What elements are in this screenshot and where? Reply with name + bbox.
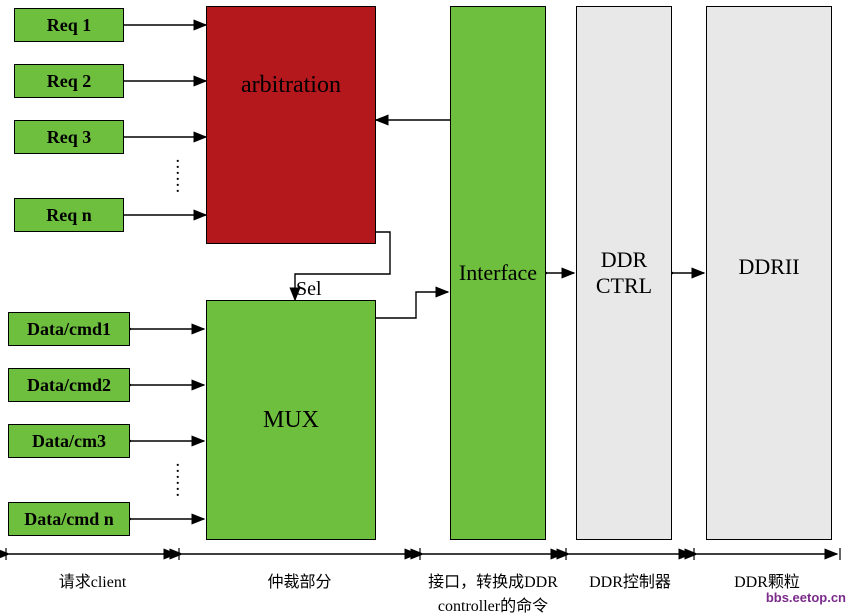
data-cmd-2-box: Data/cmd2 bbox=[8, 368, 130, 402]
data-cmd-1-box: Data/cmd1 bbox=[8, 312, 130, 346]
data-ellipsis-icon: ...... bbox=[176, 460, 180, 496]
ddrii-label: DDRII bbox=[738, 254, 799, 280]
req-n-label: Req n bbox=[46, 205, 92, 226]
data-cmd-n-box: Data/cmd n bbox=[8, 502, 130, 536]
sel-label: Sel bbox=[296, 278, 322, 301]
data-cmd-3-box: Data/cm3 bbox=[8, 424, 130, 458]
arbitration-block: arbitration bbox=[206, 6, 376, 244]
section-arbitration-label: 仲裁部分 bbox=[179, 568, 420, 592]
data-cmd-1-label: Data/cmd1 bbox=[27, 319, 111, 340]
interface-label: Interface bbox=[459, 260, 537, 286]
ddrii-block: DDRII bbox=[706, 6, 832, 540]
interface-block: Interface bbox=[450, 6, 546, 540]
mux-label: MUX bbox=[263, 407, 319, 434]
ddr-ctrl-label: DDR CTRL bbox=[596, 247, 652, 299]
section-ddrctrl-label: DDR控制器 bbox=[566, 568, 694, 592]
mux-block: MUX bbox=[206, 300, 376, 540]
data-cmd-n-label: Data/cmd n bbox=[24, 509, 114, 530]
req-ellipsis-icon: ...... bbox=[176, 156, 180, 192]
req-2-box: Req 2 bbox=[14, 64, 124, 98]
ddr-ctrl-block: DDR CTRL bbox=[576, 6, 672, 540]
data-cmd-3-label: Data/cm3 bbox=[32, 431, 106, 452]
req-1-box: Req 1 bbox=[14, 8, 124, 42]
data-cmd-2-label: Data/cmd2 bbox=[27, 375, 111, 396]
req-3-box: Req 3 bbox=[14, 120, 124, 154]
req-1-label: Req 1 bbox=[47, 15, 92, 36]
section-ddrchip-label: DDR颗粒 bbox=[694, 568, 840, 592]
diagram-canvas: Req 1 Req 2 Req 3 Req n Data/cmd1 Data/c… bbox=[0, 0, 852, 609]
req-n-box: Req n bbox=[14, 198, 124, 232]
req-2-label: Req 2 bbox=[47, 71, 92, 92]
arbitration-label: arbitration bbox=[241, 72, 341, 99]
req-3-label: Req 3 bbox=[47, 127, 92, 148]
watermark-text: bbs.eetop.cn bbox=[766, 590, 846, 605]
section-client-label: 请求client bbox=[6, 568, 179, 592]
